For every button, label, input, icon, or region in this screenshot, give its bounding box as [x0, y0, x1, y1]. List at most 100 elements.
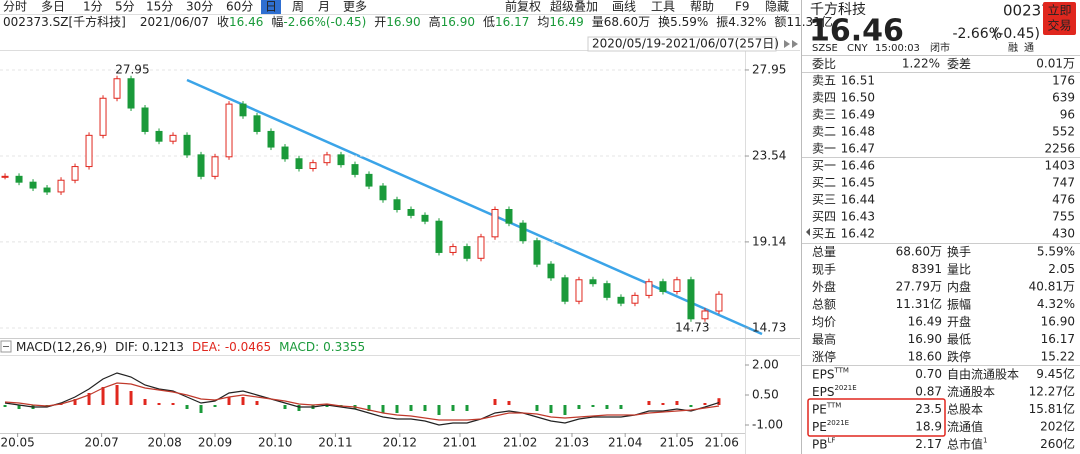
book-label: 卖一 — [812, 142, 836, 156]
book-volume: 96 — [1060, 108, 1075, 122]
field-value: 9.45亿 — [1036, 366, 1075, 381]
candle — [225, 103, 233, 158]
toolbar-item[interactable]: 工具 — [651, 0, 675, 14]
candle — [603, 283, 611, 298]
field-value: 11.31亿 — [896, 296, 942, 311]
field-label: PETTM — [812, 402, 841, 417]
toolbar-item[interactable]: 5分 — [115, 0, 135, 14]
field-label: PBLF — [812, 437, 835, 452]
toolbar-item[interactable]: 前复权 — [505, 0, 541, 14]
candle — [589, 279, 597, 285]
field-label: 内盘 — [947, 279, 971, 294]
candle — [477, 236, 485, 259]
candle — [365, 173, 373, 187]
candle — [169, 134, 177, 142]
book-price: 16.43 — [841, 210, 875, 224]
toolbar-item[interactable]: 1分 — [83, 0, 103, 14]
quote-text: 最高 — [812, 331, 836, 346]
candle — [295, 158, 303, 170]
quote-text: 4.32% — [728, 15, 766, 29]
price-annotation: 27.95 — [115, 62, 149, 76]
toolbar-item[interactable]: 更多 — [343, 0, 367, 14]
collapse-box[interactable] — [0, 340, 12, 353]
candle — [561, 277, 569, 302]
field-label: 总量 — [812, 245, 836, 259]
quote-text: 16.49 — [549, 15, 583, 29]
status: CNY — [847, 43, 868, 54]
toolbar-item[interactable]: 分时 — [3, 0, 27, 14]
candle — [575, 279, 583, 302]
candle — [421, 214, 429, 222]
book-price: 16.46 — [841, 159, 875, 173]
book-price: 16.48 — [841, 125, 875, 139]
trade-button[interactable] — [1043, 2, 1076, 35]
quote-text: 涨停 — [812, 349, 836, 364]
field-label: 跌停 — [947, 349, 971, 364]
field-value: 23.5 — [915, 402, 942, 416]
quote-text: 总市值 — [947, 436, 983, 451]
tag: 通 — [1024, 42, 1034, 54]
quote-text: 收 — [217, 15, 229, 29]
field-label: 流通股本 — [947, 385, 995, 399]
book-label: 买三 — [812, 193, 836, 207]
toolbar-item[interactable]: 多日 — [41, 0, 65, 14]
field-value: 0.70 — [915, 367, 942, 381]
quote-text: 2021/06/07 — [140, 15, 209, 29]
book-price: 16.50 — [841, 91, 875, 105]
quote-text: 0.3355 — [323, 340, 365, 354]
field-value: 202亿 — [1040, 419, 1075, 434]
candle — [253, 115, 261, 132]
field-label: 量比 — [947, 262, 971, 276]
toolbar-item[interactable]: 帮助 — [690, 0, 714, 14]
toolbar-item[interactable]: 超级叠加 — [550, 0, 598, 14]
x-tick-label: 21.03 — [555, 436, 589, 450]
change-amount: (-0.45) — [993, 26, 1040, 42]
field-value: 260亿 — [1040, 436, 1075, 451]
quote-text: 1 — [983, 437, 987, 445]
quote-text: 换手 — [947, 245, 971, 259]
last-price: 16.46 — [809, 14, 904, 49]
book-label: 买五 — [812, 227, 836, 241]
candle — [533, 240, 541, 265]
field-label: 最低 — [947, 332, 971, 346]
toolbar-item[interactable]: F9 — [735, 0, 750, 14]
field-value: 8391 — [911, 262, 942, 276]
candle — [1, 175, 9, 178]
toolbar-item[interactable]: 画线 — [612, 0, 636, 14]
panel-toggle[interactable] — [806, 228, 810, 236]
toolbar-item[interactable]: 15分 — [146, 0, 173, 14]
field-value: 15.81亿 — [1029, 401, 1075, 416]
field-label: 均价 — [812, 315, 836, 329]
quote-text: 002373.SZ[千方科技] — [3, 14, 126, 29]
scroll-arrows[interactable] — [784, 40, 798, 48]
toolbar-item[interactable]: 隐藏 — [765, 0, 789, 14]
book-price: 16.44 — [841, 193, 875, 207]
field-label: 总市值1 — [947, 436, 987, 451]
candle — [463, 246, 471, 259]
toolbar-item[interactable]: 60分 — [226, 0, 253, 14]
candle — [659, 281, 667, 292]
quote-bar: 002373.SZ[千方科技] 2021/06/07 收16.46 幅-2.66%(-… — [3, 14, 833, 29]
tag: 融 — [1008, 42, 1018, 54]
quote-text: -0.0465 — [225, 340, 271, 354]
change: -2.66% — [952, 26, 1002, 42]
quote-text: 幅 — [271, 14, 283, 29]
trade-button-label[interactable]: 交易 — [1047, 18, 1071, 33]
candle — [519, 222, 527, 242]
quote-text: 跌停 — [947, 349, 971, 364]
field-value: 4.32% — [1037, 297, 1075, 311]
y-tick-label: -1.00 — [752, 418, 783, 432]
macd-header: MACD(12,26,9) DIF: 0.1213 DEA: -0.0465 MACD: 0… — [16, 340, 365, 354]
toolbar-item[interactable]: 周 — [292, 0, 304, 14]
trade-button-label[interactable]: 立即 — [1047, 3, 1071, 18]
candle — [449, 246, 457, 253]
book-price: 16.47 — [841, 142, 875, 156]
quote-text: MACD(12,26,9) — [16, 340, 107, 354]
toolbar-item[interactable]: 月 — [318, 0, 330, 14]
toolbar-item[interactable]: 日 — [265, 0, 277, 14]
candle — [127, 78, 135, 109]
quote-text: 量 — [592, 15, 604, 29]
x-tick-label: 21.01 — [443, 436, 477, 450]
book-volume: 755 — [1052, 210, 1075, 224]
toolbar-item[interactable]: 30分 — [186, 0, 213, 14]
